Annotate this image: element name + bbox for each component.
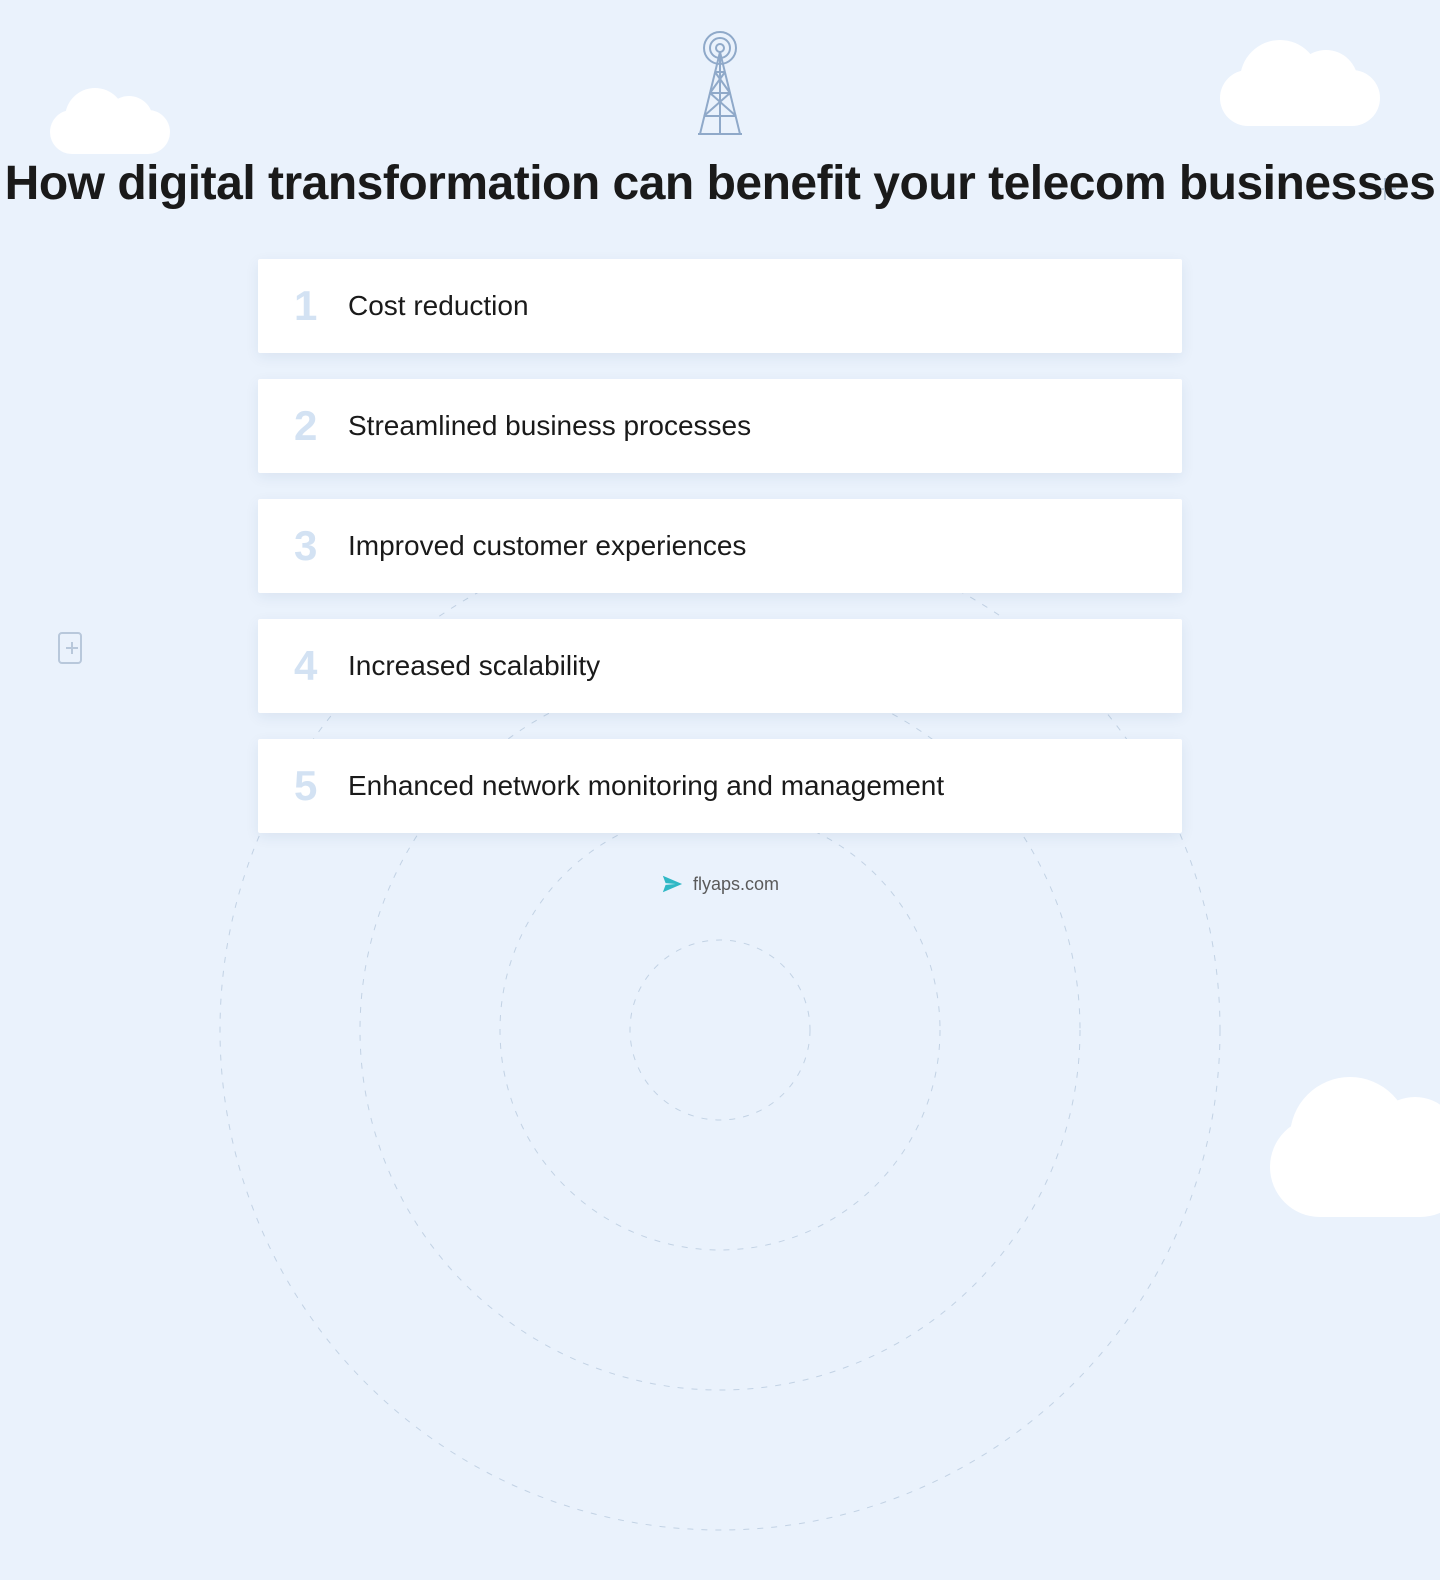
- item-label: Cost reduction: [348, 290, 529, 322]
- paper-plane-icon: [661, 873, 683, 895]
- item-number: 4: [294, 642, 348, 690]
- item-number: 1: [294, 282, 348, 330]
- item-label: Increased scalability: [348, 650, 600, 682]
- list-item: 1 Cost reduction: [258, 259, 1182, 353]
- item-number: 2: [294, 402, 348, 450]
- item-number: 3: [294, 522, 348, 570]
- item-label: Enhanced network monitoring and manageme…: [348, 770, 944, 802]
- bg-circle: [630, 940, 810, 1120]
- list-item: 4 Increased scalability: [258, 619, 1182, 713]
- item-number: 5: [294, 762, 348, 810]
- footer: flyaps.com: [661, 873, 779, 895]
- list-item: 2 Streamlined business processes: [258, 379, 1182, 473]
- item-label: Streamlined business processes: [348, 410, 751, 442]
- benefits-list: 1 Cost reduction 2 Streamlined business …: [258, 259, 1182, 833]
- footer-text: flyaps.com: [693, 874, 779, 895]
- page-title: How digital transformation can benefit y…: [5, 156, 1436, 211]
- item-label: Improved customer experiences: [348, 530, 746, 562]
- list-item: 5 Enhanced network monitoring and manage…: [258, 739, 1182, 833]
- cloud-icon: [1270, 1117, 1440, 1217]
- list-item: 3 Improved customer experiences: [258, 499, 1182, 593]
